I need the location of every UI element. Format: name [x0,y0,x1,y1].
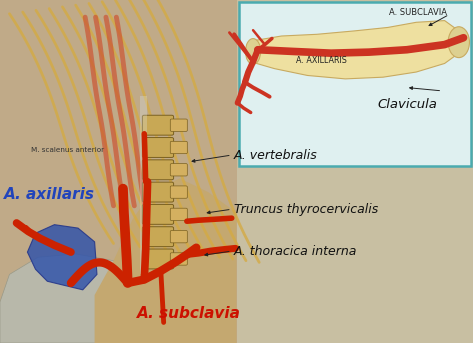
Polygon shape [251,21,461,79]
FancyBboxPatch shape [170,253,187,265]
Text: A. subclavia: A. subclavia [137,306,241,321]
Ellipse shape [245,38,261,64]
Text: Clavicula: Clavicula [377,98,438,111]
Polygon shape [27,225,97,290]
FancyBboxPatch shape [170,186,187,198]
Ellipse shape [448,27,469,58]
FancyBboxPatch shape [170,230,187,243]
Text: M. scalenus anterior: M. scalenus anterior [31,147,104,153]
FancyBboxPatch shape [142,249,174,269]
FancyBboxPatch shape [170,208,187,221]
Polygon shape [140,96,147,274]
FancyBboxPatch shape [170,141,187,154]
FancyBboxPatch shape [170,119,187,131]
Polygon shape [0,0,236,343]
Text: A. vertebralis: A. vertebralis [234,149,318,162]
Polygon shape [95,178,236,343]
FancyBboxPatch shape [142,138,174,157]
FancyBboxPatch shape [142,115,174,135]
Text: A. axillaris: A. axillaris [4,187,95,202]
Text: Truncus thyrocervicalis: Truncus thyrocervicalis [234,203,378,216]
Polygon shape [0,254,189,343]
Polygon shape [236,168,473,343]
Circle shape [394,47,401,52]
FancyBboxPatch shape [170,164,187,176]
Text: A. AXILLARIS: A. AXILLARIS [296,56,347,64]
Text: A. SUBCLAVIA: A. SUBCLAVIA [389,8,447,16]
FancyBboxPatch shape [142,227,174,247]
Text: A. thoracica interna: A. thoracica interna [234,245,358,258]
FancyBboxPatch shape [142,160,174,180]
FancyBboxPatch shape [142,204,174,224]
FancyBboxPatch shape [142,182,174,202]
FancyBboxPatch shape [239,2,471,166]
